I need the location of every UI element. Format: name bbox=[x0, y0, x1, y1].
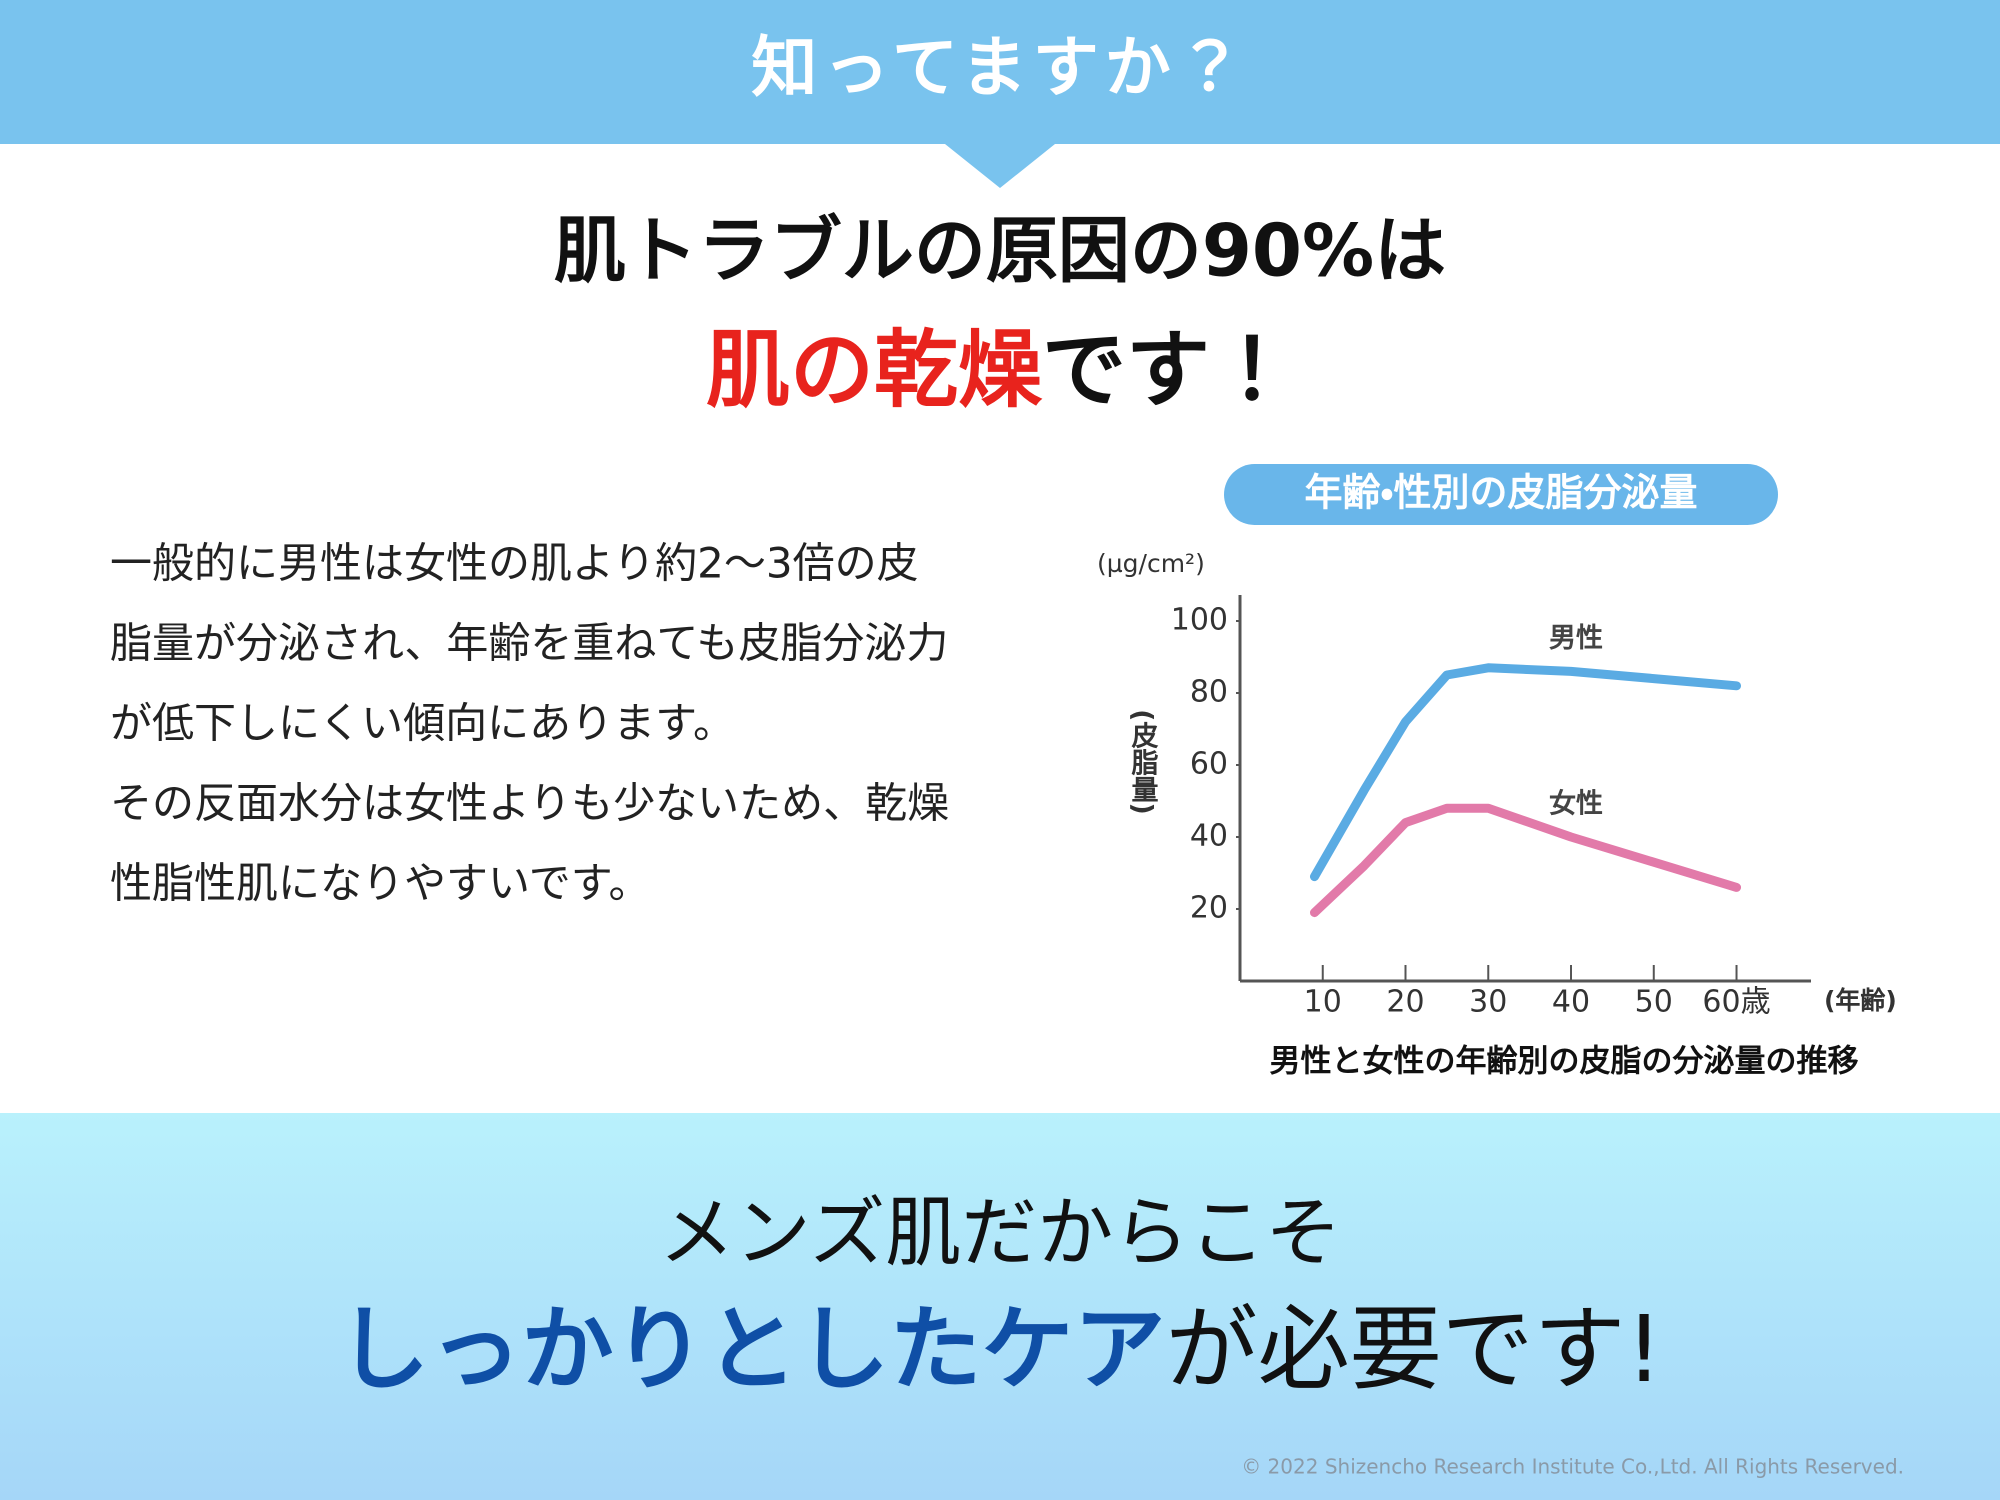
y-unit: (µg/cm²) bbox=[1097, 549, 1205, 578]
headline-rest: です！ bbox=[1042, 321, 1294, 419]
series-label: 男性 bbox=[1549, 623, 1603, 654]
x-axis-label: (年齢) bbox=[1824, 986, 1897, 1015]
x-tick-label: 30 bbox=[1469, 985, 1507, 1020]
x-tick-label: 50 bbox=[1635, 985, 1673, 1020]
y-tick-label: 100 bbox=[1171, 603, 1228, 638]
footer-rest: が必要です! bbox=[1166, 1296, 1663, 1403]
y-tick-label: 80 bbox=[1190, 675, 1228, 710]
x-tick-label: 40 bbox=[1552, 985, 1590, 1020]
y-axis-label: (皮脂量) bbox=[1127, 709, 1159, 815]
headline-line1: 肌トラブルの原因の90%は bbox=[554, 209, 1446, 293]
copyright: © 2022 Shizencho Research Institute Co.,… bbox=[1241, 1455, 1904, 1479]
footer-emphasis: しっかりとしたケア bbox=[338, 1296, 1166, 1403]
body-line: その反面水分は女性よりも少ないため、乾燥 bbox=[110, 779, 949, 828]
y-tick-label: 60 bbox=[1190, 747, 1228, 782]
series-line bbox=[1309, 803, 1742, 918]
body-text: 一般的に男性は女性の肌より約2～3倍の皮脂量が分泌され、年齢を重ねても皮脂分泌力… bbox=[110, 539, 949, 908]
footer-band bbox=[0, 1113, 2000, 1500]
x-tick-label: 60歳 bbox=[1702, 985, 1770, 1020]
x-tick-label: 10 bbox=[1304, 985, 1342, 1020]
y-tick-label: 40 bbox=[1190, 819, 1228, 854]
body-line: が低下しにくい傾向にあります。 bbox=[110, 699, 735, 748]
body-line: 一般的に男性は女性の肌より約2～3倍の皮 bbox=[110, 539, 919, 588]
footer-line2: しっかりとしたケアが必要です! bbox=[338, 1296, 1663, 1403]
body-line: 脂量が分泌され、年齢を重ねても皮脂分泌力 bbox=[110, 619, 948, 668]
chart-title: 年齢・性別の皮脂分泌量 bbox=[1305, 471, 1698, 515]
body-line: 性脂性肌になりやすいです。 bbox=[110, 859, 651, 908]
header-band bbox=[0, 0, 2000, 144]
chart-title-pill bbox=[1224, 464, 1778, 525]
x-tick-label: 20 bbox=[1386, 985, 1424, 1020]
footer-line1: メンズ肌だからこそ bbox=[659, 1188, 1341, 1277]
chart-caption: 男性と女性の年齢別の皮脂の分泌量の推移 bbox=[1270, 1044, 1859, 1080]
series-label: 女性 bbox=[1549, 789, 1603, 820]
series-line bbox=[1309, 663, 1742, 882]
headline-emphasis: 肌の乾燥 bbox=[706, 321, 1043, 419]
header-title: 知ってますか？ bbox=[751, 29, 1248, 106]
headline-line2: 肌の乾燥です！ bbox=[706, 321, 1294, 419]
header-pointer bbox=[945, 144, 1055, 188]
y-tick-label: 20 bbox=[1190, 891, 1228, 926]
